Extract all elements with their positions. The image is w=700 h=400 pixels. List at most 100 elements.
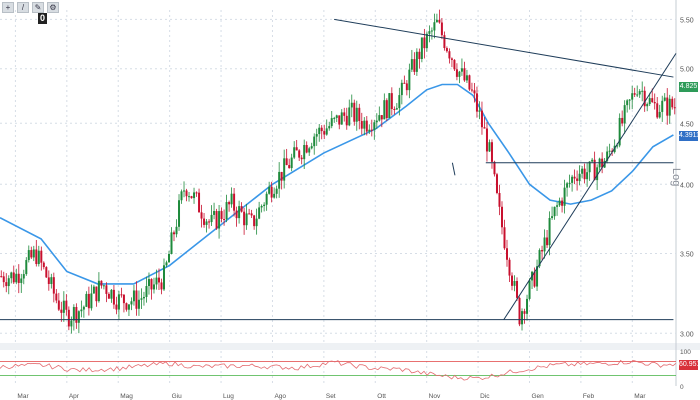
candle-body	[233, 193, 236, 211]
log-scale-label[interactable]: Log	[670, 168, 682, 187]
candle-body	[543, 237, 546, 252]
candle-body	[511, 275, 514, 286]
settings-icon[interactable]: ⚙	[47, 2, 59, 13]
candle-body	[445, 48, 448, 52]
candle-body	[80, 309, 83, 312]
candle-body	[308, 148, 311, 153]
grid	[0, 0, 700, 386]
candle-body	[0, 276, 3, 278]
rsi-line	[0, 359, 677, 381]
candle-body	[290, 157, 293, 169]
draw-line-icon[interactable]: /	[17, 2, 29, 13]
candle-body	[240, 206, 243, 212]
candle-body	[583, 168, 586, 180]
candle-body	[528, 280, 531, 299]
candle-body	[618, 117, 621, 146]
candle-body	[385, 100, 388, 119]
candle-body	[190, 196, 193, 199]
candle-body	[338, 115, 341, 125]
candle-body	[343, 112, 346, 116]
candle-body	[568, 182, 571, 184]
candle-body	[25, 260, 28, 275]
month-tick-label: Ott	[377, 393, 386, 400]
candle-body	[546, 237, 549, 246]
candle-body	[355, 107, 358, 122]
candle-body	[65, 300, 68, 310]
price-tick-label: 4.00	[680, 182, 694, 189]
candle-body	[538, 250, 541, 267]
candle-body	[663, 97, 666, 101]
candle-body	[32, 249, 35, 258]
candle-body	[571, 176, 574, 183]
candle-body	[220, 211, 223, 219]
candle-body	[87, 293, 90, 309]
candle-body	[448, 51, 451, 59]
candle-body	[72, 307, 75, 321]
candle-body	[253, 215, 256, 227]
candle-body	[168, 253, 170, 263]
candle-body	[288, 165, 291, 169]
candlesticks	[0, 9, 676, 334]
candle-body	[616, 145, 619, 147]
candle-body	[488, 142, 491, 152]
candle-body	[150, 279, 153, 290]
candle-body	[430, 30, 433, 32]
price-tick-label: 3.50	[680, 251, 694, 258]
candle-body	[470, 89, 473, 91]
candle-body	[606, 151, 609, 161]
candle-body	[117, 294, 120, 310]
crosshair-icon[interactable]: +	[2, 2, 14, 13]
candle-body	[643, 90, 646, 107]
candle-body	[521, 311, 524, 325]
candle-body	[235, 210, 238, 219]
panel-separator	[0, 343, 700, 350]
candle-body	[67, 309, 70, 327]
candle-body	[458, 71, 461, 77]
candle-body	[210, 214, 213, 223]
candle-body	[363, 120, 366, 129]
month-tick-label: Giu	[172, 393, 183, 400]
candle-body	[132, 290, 135, 302]
candle-body	[518, 297, 521, 325]
candle-body	[335, 115, 338, 118]
candle-body	[230, 193, 233, 205]
trendline	[503, 53, 677, 320]
candle-body	[175, 226, 178, 235]
candle-body	[541, 250, 544, 252]
candle-body	[152, 284, 155, 290]
candle-body	[523, 311, 526, 314]
month-tick-label: Feb	[583, 393, 595, 400]
candle-body	[2, 276, 5, 283]
candle-body	[475, 93, 478, 112]
candle-body	[383, 100, 386, 120]
candle-body	[651, 98, 654, 103]
candle-body	[558, 200, 561, 206]
candle-body	[551, 216, 554, 218]
candle-body	[15, 273, 18, 283]
candle-body	[178, 200, 181, 227]
candle-body	[310, 146, 313, 149]
candle-body	[653, 102, 656, 104]
candle-body	[330, 118, 333, 127]
draw-pencil-icon[interactable]: ✎	[32, 2, 44, 13]
candle-body	[398, 95, 401, 109]
candle-body	[593, 159, 596, 181]
rsi-panel: 100 0	[0, 349, 691, 391]
rsi-tick-label: 100	[680, 349, 691, 356]
candle-body	[370, 129, 373, 131]
candle-body	[45, 267, 48, 278]
candle-body	[303, 145, 306, 160]
candle-body	[170, 232, 173, 254]
candle-body	[673, 107, 676, 109]
candle-body	[283, 158, 286, 181]
candle-body	[485, 128, 488, 152]
candle-body	[516, 280, 519, 298]
candle-body	[621, 117, 624, 124]
zero-badge: 0	[38, 13, 47, 24]
month-tick-label: Lug	[223, 393, 234, 400]
candle-body	[318, 127, 321, 135]
candle-body	[473, 90, 476, 94]
candle-body	[425, 33, 428, 49]
candle-body	[157, 277, 160, 283]
